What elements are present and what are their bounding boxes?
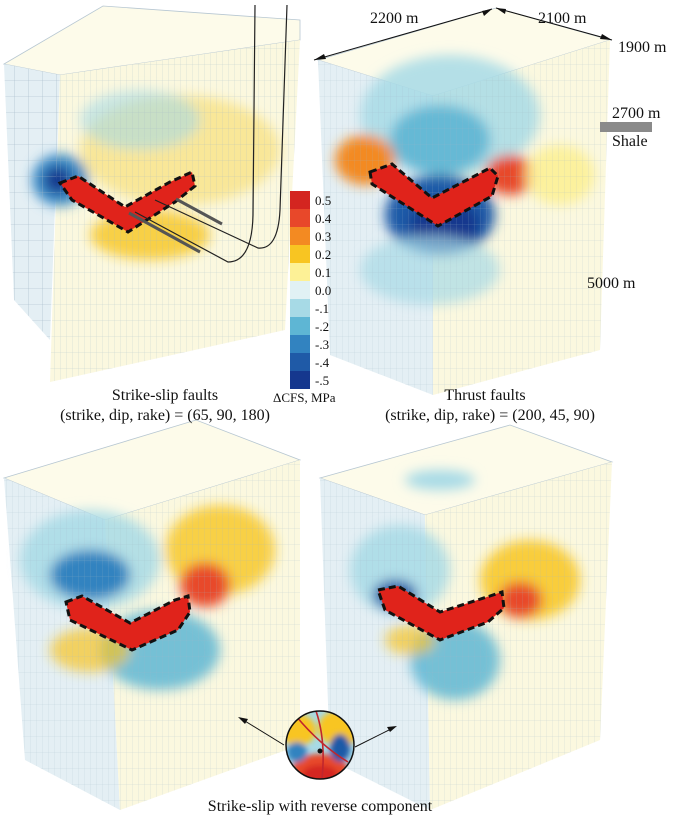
legend-swatch bbox=[290, 299, 310, 317]
legend-label: 0.0 bbox=[315, 283, 332, 298]
legend-swatch bbox=[290, 281, 310, 299]
caption-strike-slip-title: Strike-slip faults bbox=[111, 387, 219, 404]
legend-swatch bbox=[290, 191, 310, 209]
legend-label: -.1 bbox=[315, 301, 330, 316]
wellbore-1 bbox=[134, 4, 256, 263]
legend-swatch bbox=[290, 263, 310, 281]
top-depth-label: 1900 m bbox=[618, 39, 667, 56]
beachball-arrow-right bbox=[354, 726, 396, 748]
block-oblique-right bbox=[318, 424, 614, 810]
legend-swatch bbox=[290, 227, 310, 245]
legend-swatch bbox=[290, 335, 310, 353]
caption-thrust-title: Thrust faults bbox=[444, 387, 526, 404]
bottom-depth-label: 5000 m bbox=[587, 275, 636, 292]
fault-outline bbox=[368, 162, 500, 228]
legend-label: -.2 bbox=[315, 319, 330, 334]
caption-thrust-params: (strike, dip, rake) = (200, 45, 90) bbox=[385, 407, 595, 424]
legend-label: -.5 bbox=[315, 373, 330, 388]
shale-label: Shale bbox=[612, 133, 648, 150]
width-dimension-line bbox=[313, 8, 493, 61]
legend-label: 0.3 bbox=[315, 229, 332, 244]
fault-patch bbox=[370, 164, 498, 226]
legend-swatch bbox=[290, 317, 310, 335]
wellbore-2 bbox=[154, 4, 288, 249]
fault-outline bbox=[376, 584, 506, 642]
beachball-arrow-left bbox=[239, 717, 285, 746]
width-dimension-label: 2200 m bbox=[370, 10, 419, 27]
legend-swatch bbox=[290, 209, 310, 227]
fault-outline bbox=[64, 594, 192, 652]
block-oblique-left bbox=[2, 419, 302, 810]
shale-marker bbox=[600, 122, 652, 132]
legend-label: -.3 bbox=[315, 337, 330, 352]
block-top-face bbox=[2, 5, 301, 76]
legend-swatch bbox=[290, 371, 310, 389]
block-thrust bbox=[313, 7, 652, 395]
legend-label: -.4 bbox=[315, 355, 330, 370]
caption-strike-slip-params: (strike, dip, rake) = (65, 90, 180) bbox=[60, 407, 270, 424]
legend-label: 0.5 bbox=[315, 193, 332, 208]
block-strike-slip bbox=[2, 4, 301, 382]
legend-label: 0.4 bbox=[315, 211, 332, 226]
legend-swatch bbox=[290, 245, 310, 263]
fault-outline bbox=[57, 169, 197, 234]
shale-depth-label: 2700 m bbox=[612, 105, 661, 122]
legend-swatch bbox=[290, 353, 310, 371]
legend-title: ΔCFS, MPa bbox=[273, 390, 336, 405]
depth-dimension-label: 2100 m bbox=[538, 10, 587, 27]
depth-dimension-line bbox=[495, 7, 613, 41]
legend-label: 0.1 bbox=[315, 265, 332, 280]
legend-label: 0.2 bbox=[315, 247, 332, 262]
caption-oblique: Strike-slip with reverse component bbox=[207, 798, 433, 815]
